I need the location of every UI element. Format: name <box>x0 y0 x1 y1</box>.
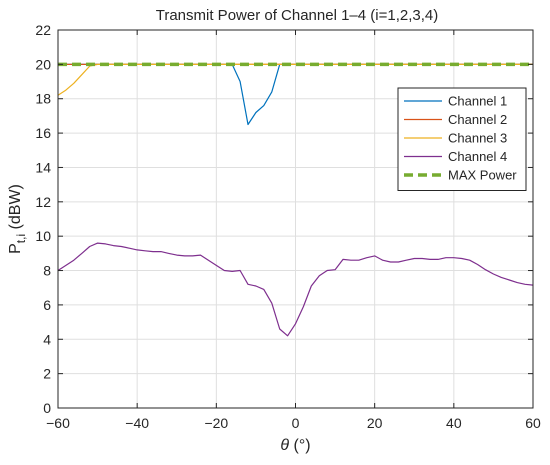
x-axis-unit: (°) <box>294 437 311 454</box>
y-tick-label: 12 <box>35 194 51 210</box>
y-tick-label: 4 <box>43 331 51 347</box>
x-tick-label: 0 <box>292 415 300 431</box>
y-tick-label: 22 <box>35 22 51 38</box>
x-tick-label: −60 <box>46 415 70 431</box>
x-tick-label: 40 <box>446 415 462 431</box>
series-layer <box>57 62 534 337</box>
legend-label-channel-4: Channel 4 <box>448 149 507 164</box>
x-axis-label: θ (°) <box>280 437 310 454</box>
tick-layer: −60 −40 −20 0 20 40 60 0 2 4 6 8 10 12 14 16 18 20 22 <box>35 22 541 431</box>
y-tick-label: 20 <box>35 56 51 72</box>
y-tick-label: 16 <box>35 125 51 141</box>
y-axis-label: Pt,i (dBW) <box>7 184 28 254</box>
x-tick-label: 60 <box>525 415 541 431</box>
x-axis-symbol: θ <box>280 437 289 454</box>
y-tick-label: 6 <box>43 297 51 313</box>
x-tick-label: −40 <box>125 415 149 431</box>
y-tick-label: 14 <box>35 159 51 175</box>
legend-label-channel-3: Channel 3 <box>448 131 507 146</box>
series-line-channel-1 <box>58 63 533 126</box>
y-tick-label: 2 <box>43 366 51 382</box>
series-line-channel-3 <box>57 63 533 96</box>
series-line-channel-4 <box>57 242 534 337</box>
x-tick-label: 20 <box>367 415 383 431</box>
legend: Channel 1 Channel 2 Channel 3 Channel 4 MAX … <box>397 87 527 191</box>
x-tick-label: −20 <box>204 415 228 431</box>
chart-title: Transmit Power of Channel 1–4 (i=1,2,3,4… <box>156 7 439 24</box>
y-axis-subscript: t,i <box>14 234 28 243</box>
legend-label-max-power: MAX Power <box>448 168 517 183</box>
y-tick-label: 10 <box>35 228 51 244</box>
legend-label-channel-1: Channel 1 <box>448 94 507 109</box>
grid <box>57 29 534 409</box>
y-axis-unit: (dBW) <box>7 184 24 229</box>
y-tick-label: 18 <box>35 91 51 107</box>
y-axis-main: P <box>7 243 24 254</box>
legend-label-channel-2: Channel 2 <box>448 112 507 127</box>
y-tick-label: 0 <box>43 400 51 416</box>
y-tick-label: 8 <box>43 263 51 279</box>
